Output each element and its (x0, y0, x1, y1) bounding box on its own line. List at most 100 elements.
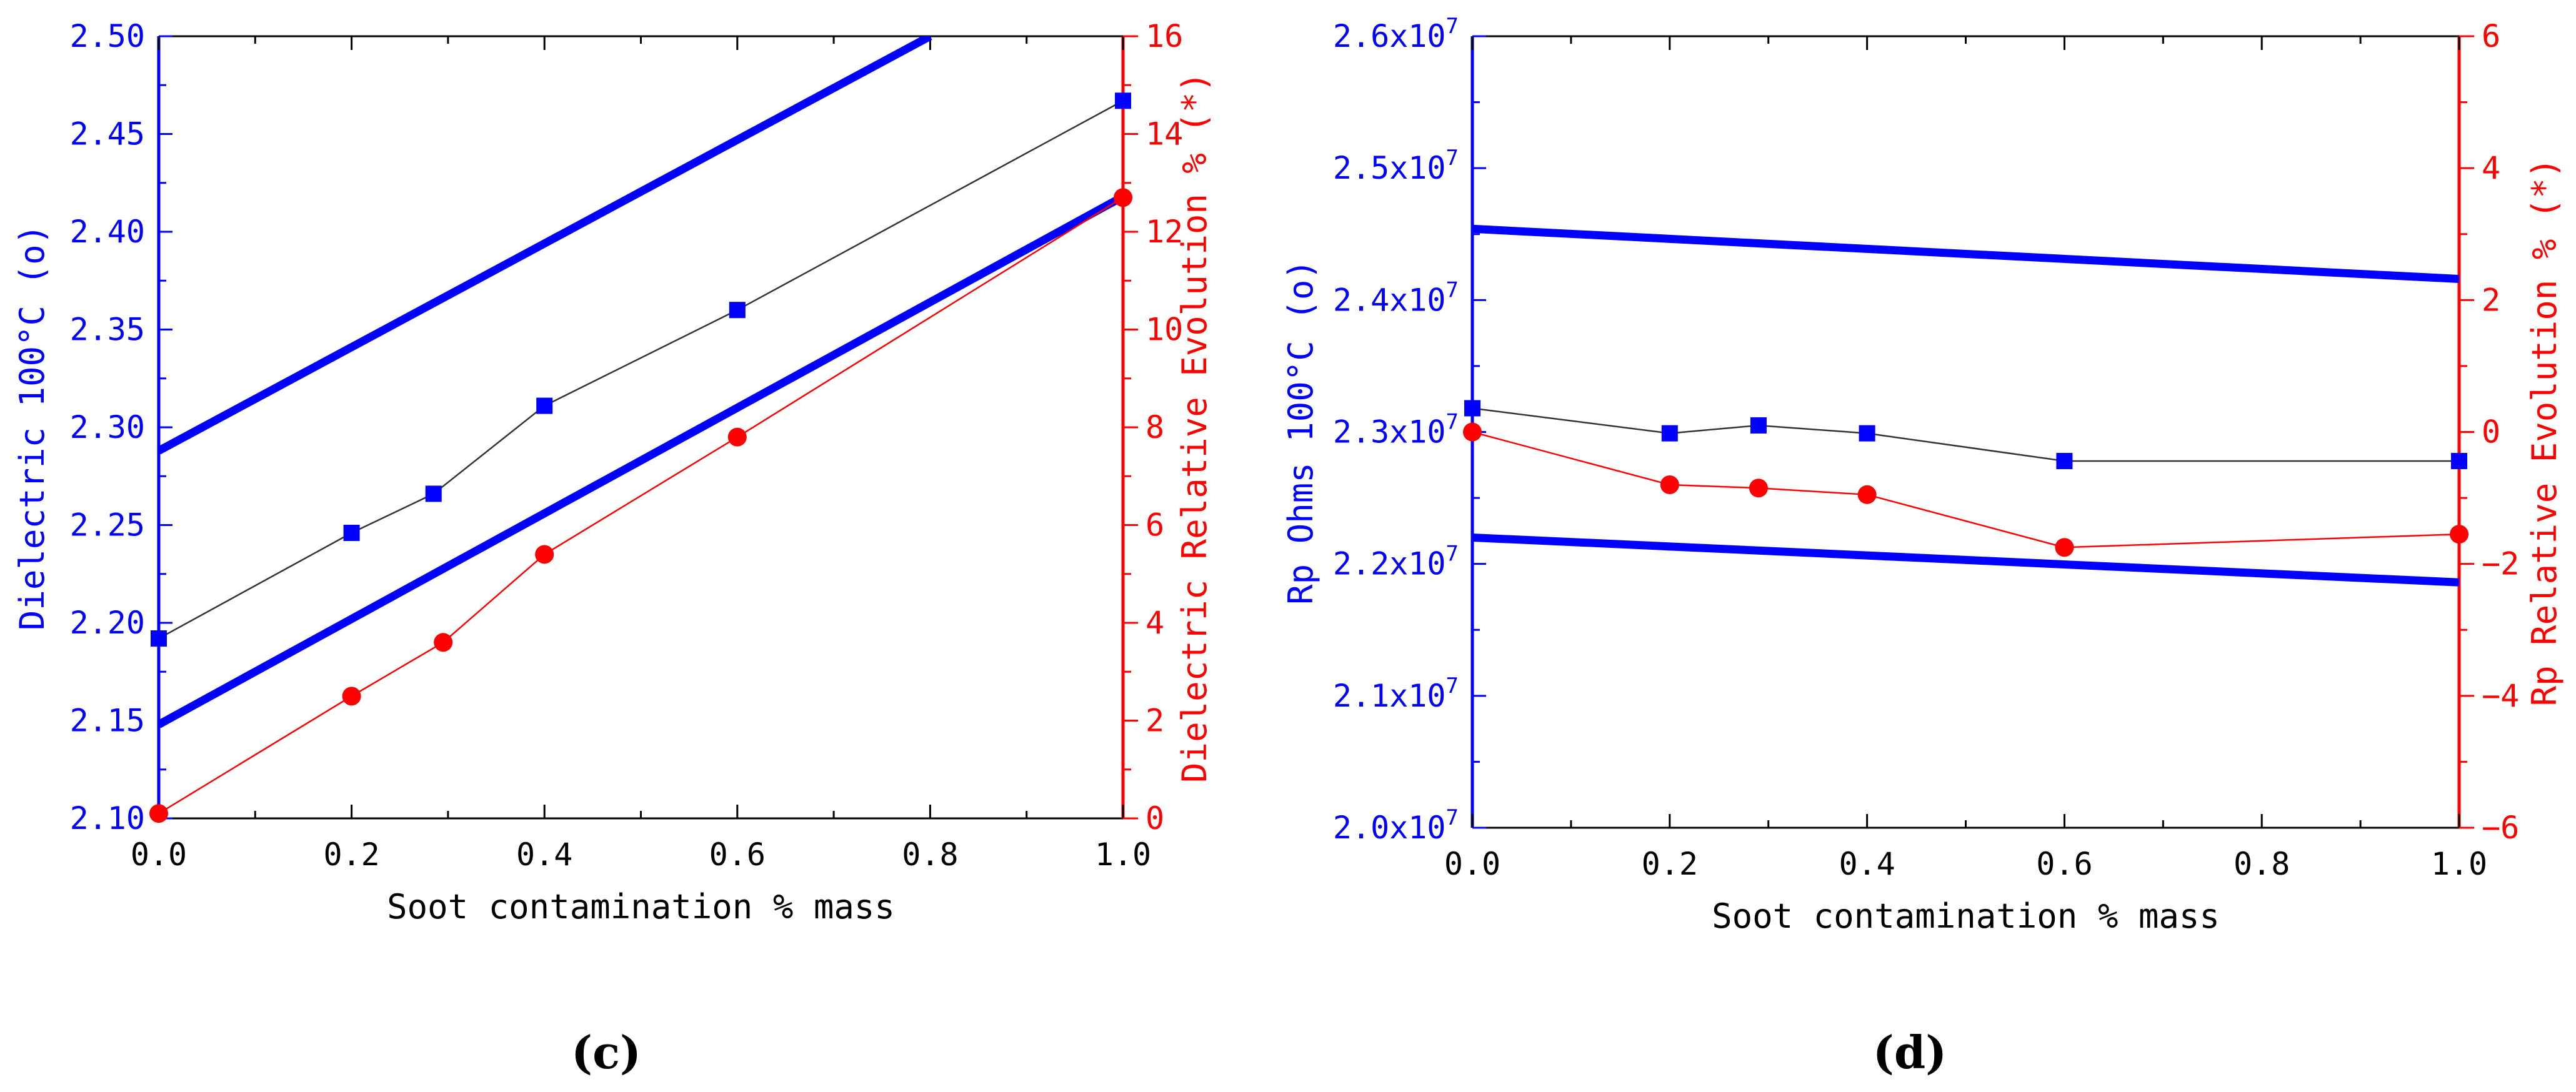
left-y-tick-label: 2.10 (70, 800, 145, 836)
left-y-tick-label-base: 2.4x10 (1333, 282, 1446, 318)
x-tick-label: 1.0 (1095, 836, 1151, 873)
right-y-tick-label: 4 (1146, 605, 1164, 641)
right-y-tick-label: 16 (1146, 18, 1183, 54)
square-data-point (151, 630, 167, 647)
square-data-point (2451, 452, 2467, 469)
right-y-tick-label: 6 (1146, 507, 1164, 544)
right-y-tick-label: 10 (1146, 312, 1183, 348)
circle-data-point (1749, 479, 1768, 498)
left-y-tick-label: 2.50 (70, 18, 145, 54)
left-y-tick-label: 2.4x107 (1333, 277, 1459, 318)
square-data-point (1750, 417, 1767, 434)
circle-data-point (1114, 188, 1132, 207)
left-y-tick-label: 2.15 (70, 703, 145, 739)
square-data-point (343, 525, 360, 542)
left-y-tick-label-exponent: 7 (1446, 410, 1459, 435)
square-data-point (1464, 400, 1480, 417)
square-data-point (536, 397, 553, 414)
left-y-tick-label: 2.1x107 (1333, 673, 1459, 714)
right-y-axis-title: Rp Relative Evolution % (*) (2525, 158, 2564, 707)
x-tick-label: 0.4 (516, 836, 572, 873)
chart-panel-d: 0.0 0.2 0.4 0.6 0.8 1.02.0x1072.1x1072.2x1072… (1281, 14, 2564, 1079)
left-y-tick-label: 2.35 (70, 312, 145, 348)
x-tick-label: 0.6 (709, 836, 766, 873)
left-y-tick-label-base: 2.0x10 (1333, 810, 1446, 846)
square-data-point (729, 302, 746, 319)
x-tick-label: 0.2 (1642, 846, 1698, 882)
band-line-lower-limit (159, 192, 1123, 728)
right-y-axis-title: Dielectric Relative Evolution % (*) (1175, 72, 1214, 783)
right-y-tick-label: 2 (2482, 282, 2500, 318)
circle-data-point (2055, 538, 2074, 557)
right-y-tick-label: −6 (2482, 810, 2519, 846)
right-y-tick-label: 14 (1146, 116, 1183, 152)
circle-data-point (2450, 525, 2469, 544)
right-series-line (1472, 431, 2460, 548)
band-line-upper-limit (1472, 224, 2459, 284)
x-axis-title: Soot contamination % mass (1712, 896, 2220, 936)
left-y-tick-label: 2.2x107 (1333, 542, 1459, 582)
square-data-point (1859, 425, 1875, 442)
right-series-line (158, 197, 1124, 815)
right-y-tick-label: 6 (2482, 18, 2500, 54)
right-y-tick-label: 0 (1146, 800, 1164, 836)
left-y-tick-label-exponent: 7 (1446, 673, 1459, 698)
x-tick-label: 0.0 (1444, 846, 1500, 882)
left-y-tick-label: 2.6x107 (1333, 14, 1459, 54)
left-y-tick-label-base: 2.3x10 (1333, 414, 1446, 450)
right-y-tick-label: 4 (2482, 150, 2500, 186)
square-data-point (2056, 452, 2073, 469)
right-y-tick-label: 2 (1146, 703, 1164, 739)
panel-label: (c) (571, 1026, 641, 1079)
left-y-tick-label: 2.20 (70, 605, 145, 641)
left-y-tick-label: 2.25 (70, 507, 145, 544)
x-tick-label: 0.2 (323, 836, 379, 873)
circle-data-point (434, 633, 453, 652)
chart-panel-c: 0.0 0.2 0.4 0.6 0.8 1.0 2.10 2.15 2.20 2.25 2.30 2.… (12, 18, 1214, 1079)
right-y-tick-label: 0 (2482, 414, 2500, 450)
circle-data-point (1463, 422, 1482, 442)
x-tick-label: 0.8 (902, 836, 958, 873)
square-data-point (425, 485, 442, 502)
square-data-point (1661, 425, 1678, 442)
circle-data-point (1857, 485, 1877, 504)
x-axis-title: Soot contamination % mass (387, 887, 895, 926)
left-y-tick-label: 2.3x107 (1333, 410, 1459, 450)
x-tick-label: 0.0 (131, 836, 187, 873)
left-series-line (1472, 407, 2459, 462)
right-y-tick-label: 12 (1146, 214, 1183, 250)
left-y-axis-title: Dielectric 100°C (o) (12, 224, 52, 630)
right-y-tick-label: −4 (2482, 678, 2519, 714)
left-y-tick-label-exponent: 7 (1446, 277, 1459, 302)
left-y-axis-title: Rp Ohms 100°C (o) (1281, 259, 1320, 605)
left-y-tick-label-base: 2.6x10 (1333, 18, 1446, 54)
circle-data-point (342, 687, 361, 706)
left-y-tick-label-base: 2.1x10 (1333, 678, 1446, 714)
x-tick-label: 0.4 (1839, 846, 1895, 882)
left-y-tick-label: 2.5x107 (1333, 146, 1459, 186)
circle-data-point (149, 804, 168, 823)
right-y-tick-label: −2 (2482, 546, 2519, 582)
left-y-tick-label-exponent: 7 (1446, 542, 1459, 567)
left-y-tick-label-base: 2.5x10 (1333, 150, 1446, 186)
x-tick-label: 1.0 (2431, 846, 2487, 882)
right-y-tick-label: 8 (1146, 409, 1164, 445)
left-y-tick-label: 2.0x107 (1333, 805, 1459, 846)
circle-data-point (727, 427, 747, 447)
panel-label: (d) (1873, 1026, 1947, 1079)
left-y-tick-label-base: 2.2x10 (1333, 546, 1446, 582)
left-y-tick-label: 2.40 (70, 214, 145, 250)
band-line-lower-limit (1472, 533, 2459, 587)
x-tick-label: 0.8 (2234, 846, 2290, 882)
left-y-tick-label: 2.45 (70, 116, 145, 152)
band-line-upper-limit (159, 36, 932, 455)
square-data-point (1115, 92, 1131, 109)
left-y-tick-label-exponent: 7 (1446, 14, 1459, 39)
circle-data-point (1660, 475, 1679, 494)
left-series-line (158, 100, 1124, 640)
x-tick-label: 0.6 (2036, 846, 2092, 882)
left-y-tick-label-exponent: 7 (1446, 146, 1459, 171)
left-y-tick-label-exponent: 7 (1446, 805, 1459, 830)
left-y-tick-label: 2.30 (70, 409, 145, 445)
